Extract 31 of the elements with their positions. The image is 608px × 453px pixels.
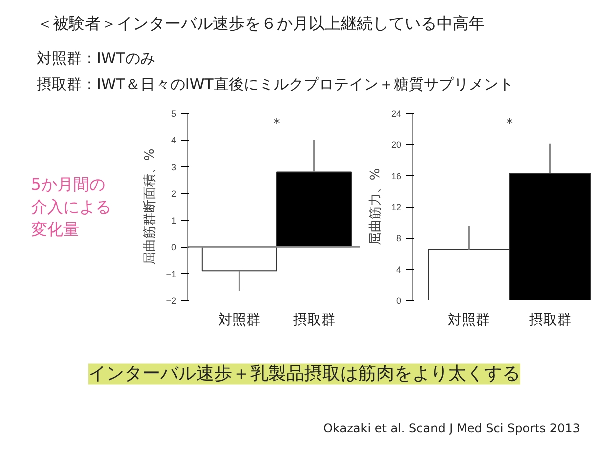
y-tick-label: 1 bbox=[171, 216, 177, 226]
y-tick-label: 0 bbox=[396, 296, 402, 306]
y-tick-label: 20 bbox=[391, 140, 402, 150]
y-tick-label: 12 bbox=[391, 202, 402, 212]
text: 摂取群：IWT＆日々のIWT直後にミルクプロテイン＋糖質サプリメント bbox=[36, 76, 514, 94]
x-tick-label: 摂取群 bbox=[293, 312, 336, 328]
text: 5か月間の bbox=[31, 175, 106, 194]
y-tick-label: 3 bbox=[171, 162, 177, 172]
y-tick-label: 16 bbox=[391, 171, 402, 182]
annotation: * bbox=[274, 117, 281, 132]
x-tick-label: 対照群 bbox=[448, 312, 490, 328]
y-tick-label: 4 bbox=[396, 264, 402, 275]
y-axis-title: 屈曲筋力、% bbox=[368, 168, 384, 246]
text: 対照群：IWTのみ bbox=[36, 49, 156, 68]
text: 変化量 bbox=[31, 220, 80, 239]
y-tick-label: 8 bbox=[396, 234, 402, 244]
y-tick-label: −1 bbox=[166, 269, 177, 280]
y-tick-label: 4 bbox=[171, 136, 177, 146]
y-tick-label: 2 bbox=[171, 189, 177, 200]
x-tick-label: 対照群 bbox=[218, 312, 261, 328]
text: 介入による bbox=[31, 198, 112, 216]
y-tick-label: 24 bbox=[391, 109, 402, 119]
annotation: * bbox=[506, 117, 514, 132]
y-axis-title: 屈曲筋群断面積、% bbox=[143, 148, 158, 266]
text: Okazaki et al. Scand J Med Sci Sports 2013 bbox=[324, 421, 580, 436]
x-tick-label: 摂取群 bbox=[529, 312, 572, 328]
y-tick-label: −2 bbox=[166, 296, 177, 306]
y-tick-label: 5 bbox=[171, 109, 177, 119]
text: ＜被験者＞インターバル速歩を６か月以上継続している中高年 bbox=[36, 14, 485, 34]
text: インターバル速歩＋乳製品摂取は筋肉をより太くする bbox=[88, 364, 520, 385]
y-tick-label: 0 bbox=[171, 242, 177, 253]
